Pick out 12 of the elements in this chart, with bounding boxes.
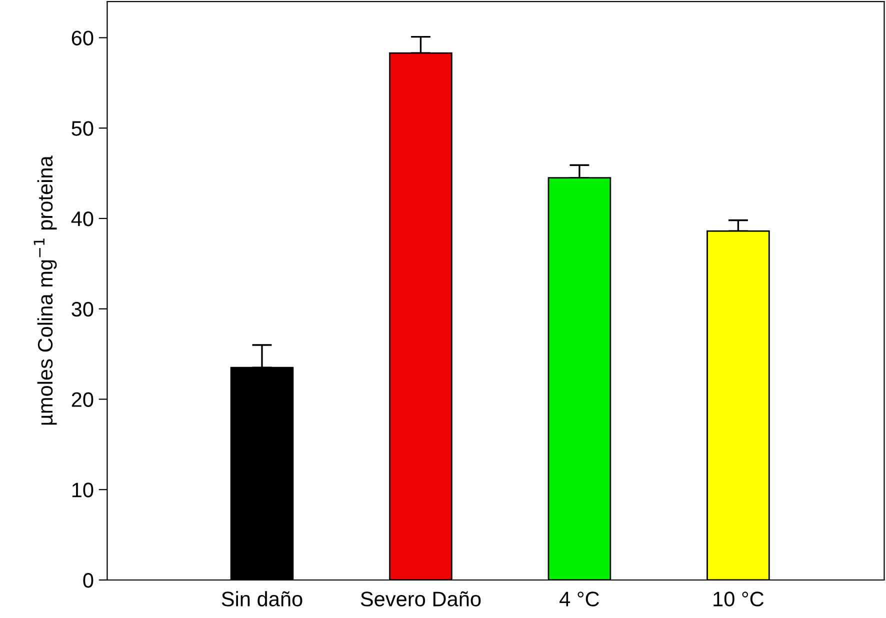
y-axis-title: µmoles Colina mg$^{−1}$ proteina: [34, 156, 57, 425]
x-tick-label: 10 °C: [714, 592, 764, 606]
x-tick-label: Sin daño: [222, 591, 302, 606]
y-tick-label: 40: [71, 211, 94, 226]
y-tick-label: 0: [83, 572, 94, 588]
y-tick-label: 10: [72, 482, 94, 498]
x-tick-label: Severo Daño: [360, 591, 481, 606]
y-tick-label: 60: [72, 30, 94, 46]
y-tick-label: 20: [72, 392, 94, 407]
x-tick-label: 4 °C: [560, 592, 600, 606]
y-tick-label: 30: [72, 302, 94, 317]
y-tick-label: 50: [72, 121, 94, 136]
